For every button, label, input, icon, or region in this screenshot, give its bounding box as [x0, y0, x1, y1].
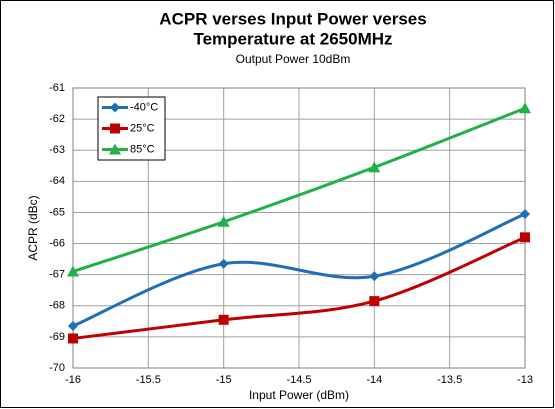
x-tick-label: -15	[216, 374, 232, 386]
x-tick-label: -14.5	[286, 374, 311, 386]
y-tick-label: -70	[49, 362, 65, 374]
marker	[520, 209, 530, 219]
marker	[68, 321, 78, 331]
series-line	[72, 235, 526, 340]
marker	[110, 102, 120, 113]
plot-border	[72, 87, 526, 369]
marker	[368, 161, 381, 173]
y-tick-label: -64	[49, 175, 65, 187]
x-tick-label: -16	[65, 374, 81, 386]
marker	[110, 123, 120, 134]
legend-label: -40°C	[130, 101, 158, 113]
legend-label: 85°C	[130, 143, 155, 155]
marker	[68, 333, 78, 344]
chart-title: Temperature at 2650MHz	[193, 29, 392, 48]
marker	[520, 232, 530, 243]
chart-subtitle: Output Power 10dBm	[236, 52, 351, 66]
x-tick-label: -15.5	[136, 374, 161, 386]
series-line	[72, 212, 526, 328]
y-tick-label: -67	[49, 269, 65, 281]
y-tick-label: -61	[49, 82, 65, 94]
marker	[519, 102, 531, 114]
x-axis-label: Input Power (dBm)	[249, 388, 349, 402]
marker	[217, 215, 230, 227]
marker	[218, 314, 229, 325]
y-tick-label: -68	[49, 300, 65, 312]
marker	[109, 143, 121, 155]
y-tick-label: -62	[49, 113, 65, 125]
legend-label: 25°C	[130, 122, 155, 134]
y-tick-label: -69	[49, 331, 65, 343]
y-tick-label: -63	[49, 144, 65, 156]
x-tick-label: -13.5	[437, 374, 462, 386]
x-tick-label: -13	[517, 374, 533, 386]
marker	[67, 265, 79, 277]
y-tick-label: -65	[49, 206, 65, 218]
y-axis-label: ACPR (dBc)	[26, 195, 40, 260]
marker	[218, 258, 229, 269]
chart-title: ACPR verses Input Power verses	[159, 9, 426, 28]
marker	[369, 296, 380, 307]
marker	[369, 271, 380, 282]
x-tick-label: -14	[366, 374, 382, 386]
y-tick-label: -66	[49, 237, 65, 249]
series-line	[72, 106, 526, 273]
